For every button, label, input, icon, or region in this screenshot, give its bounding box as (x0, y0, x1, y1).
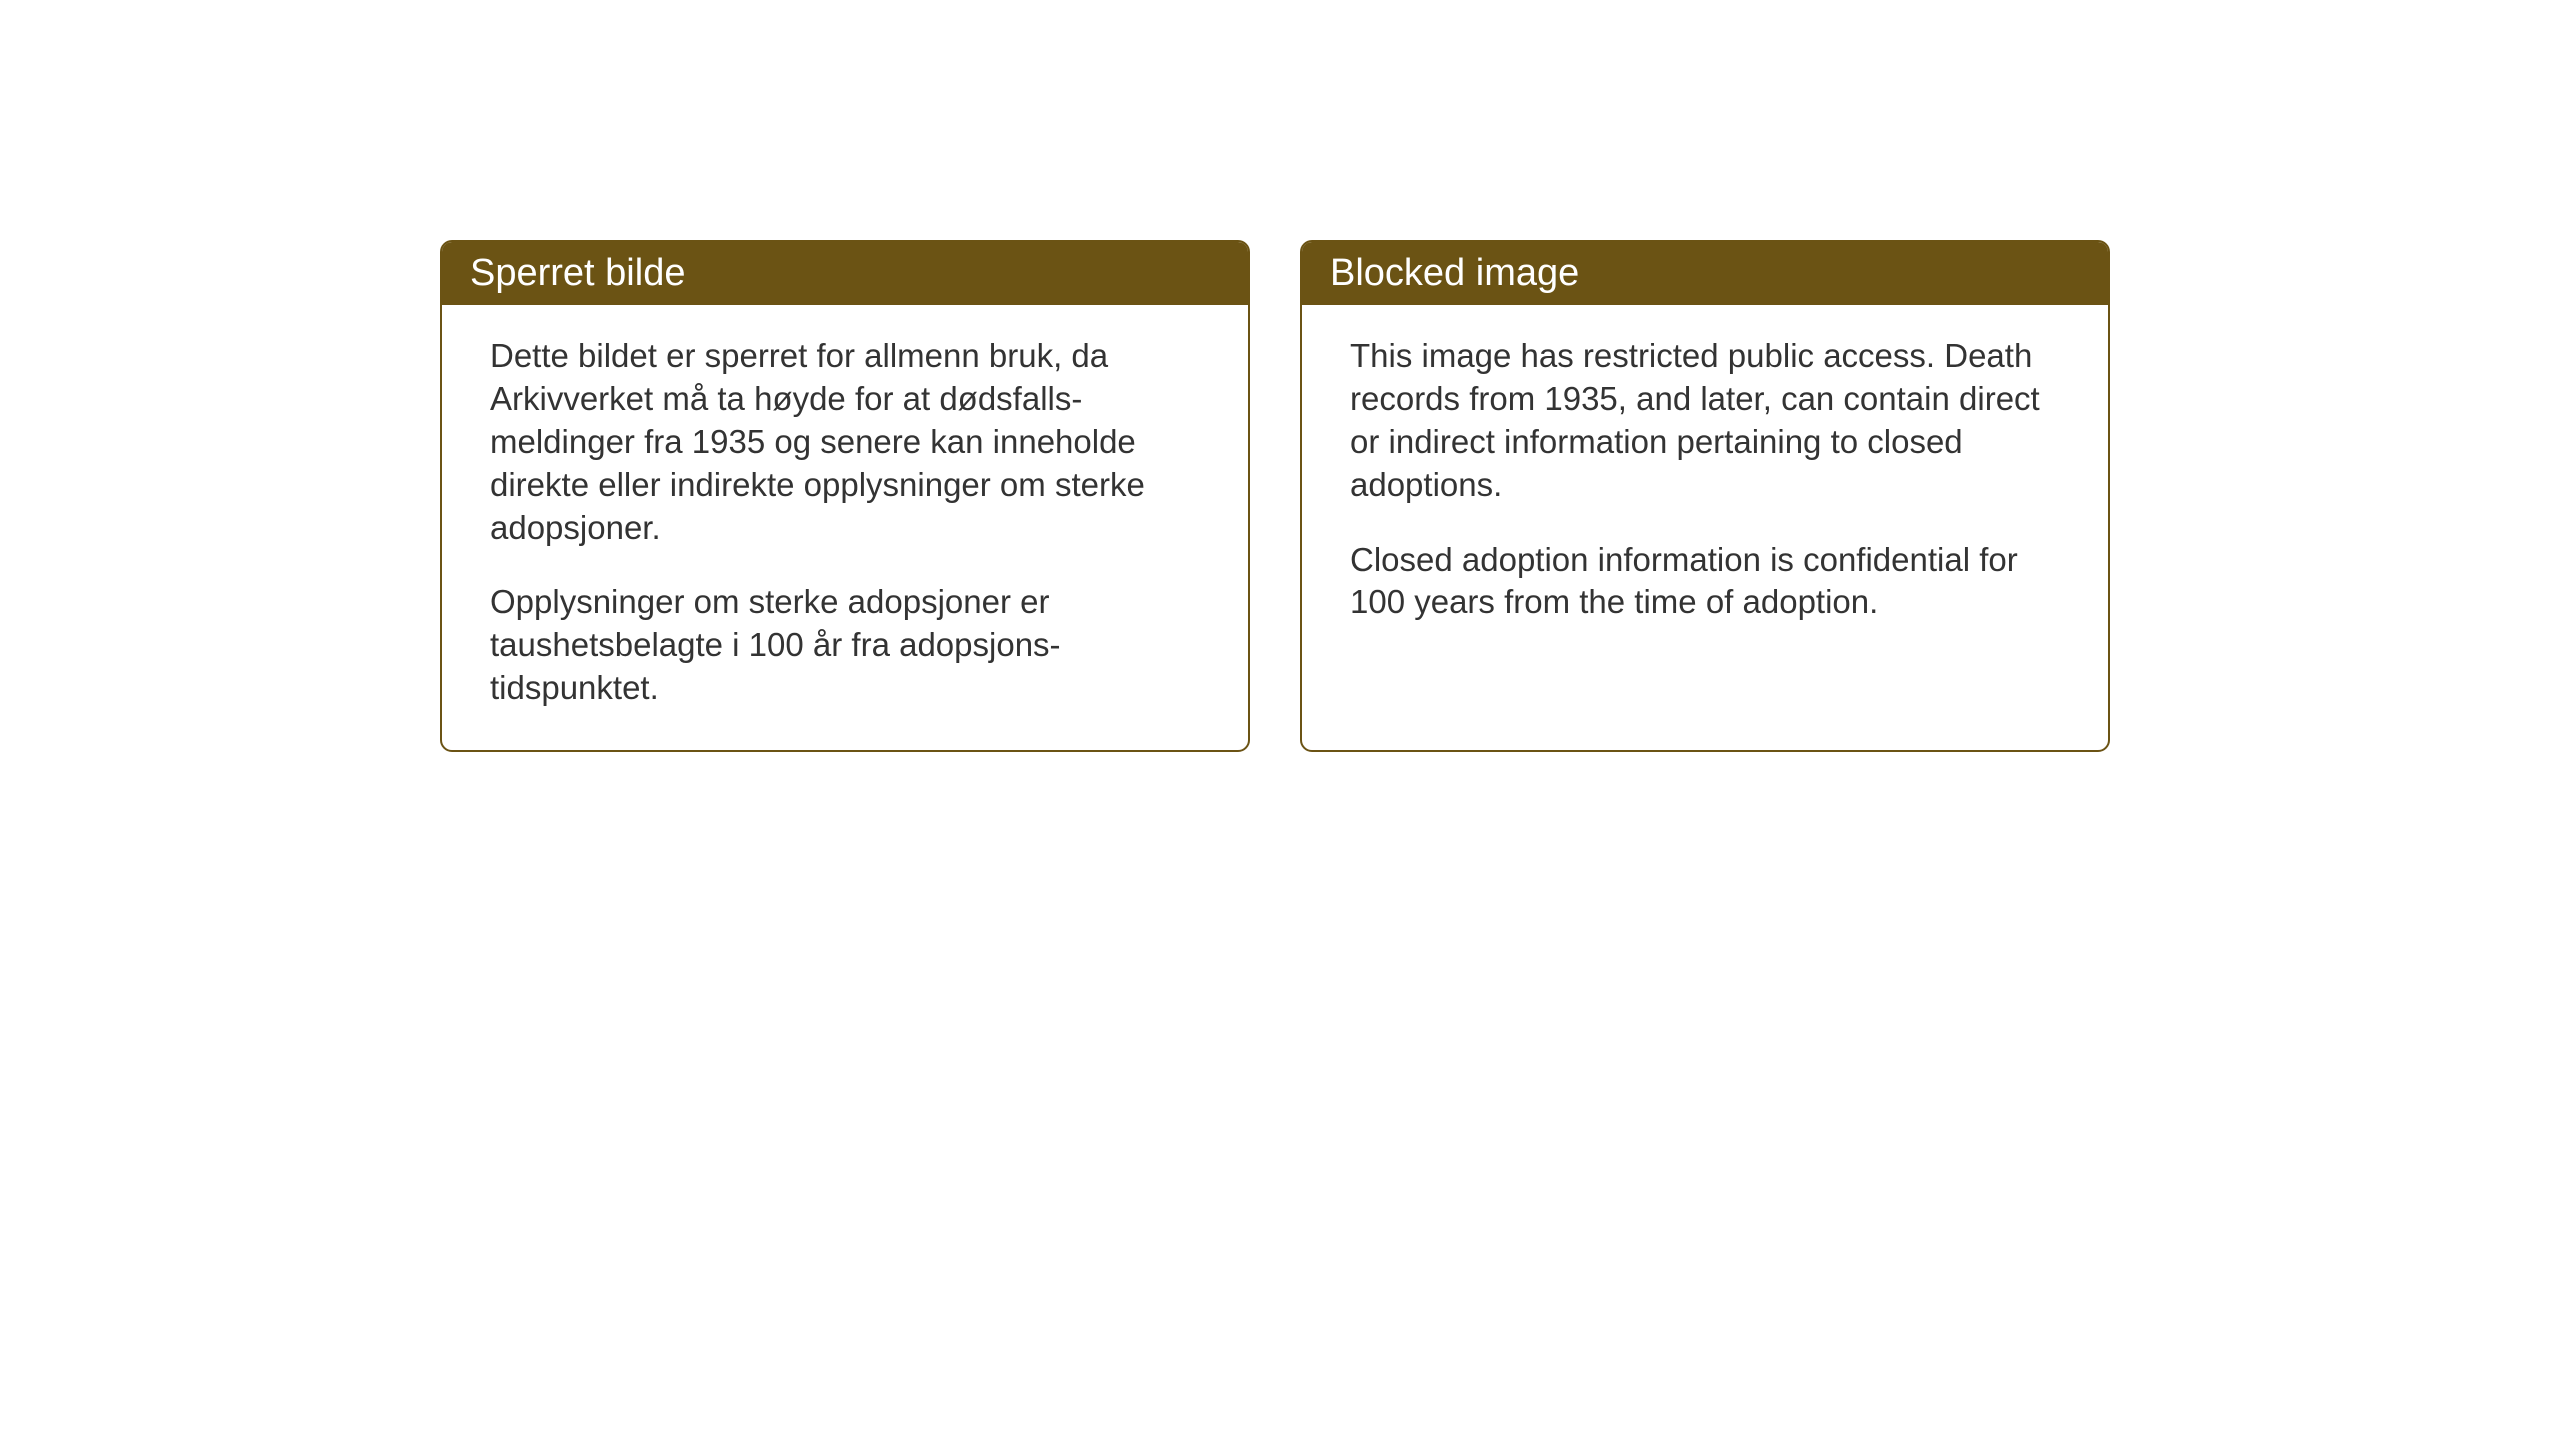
norwegian-card: Sperret bilde Dette bildet er sperret fo… (440, 240, 1250, 752)
english-card-body: This image has restricted public access.… (1302, 305, 2108, 664)
norwegian-card-body: Dette bildet er sperret for allmenn bruk… (442, 305, 1248, 750)
norwegian-paragraph-2: Opplysninger om sterke adopsjoner er tau… (490, 581, 1200, 710)
english-card-title: Blocked image (1302, 242, 2108, 305)
english-paragraph-1: This image has restricted public access.… (1350, 335, 2060, 507)
cards-container: Sperret bilde Dette bildet er sperret fo… (440, 240, 2110, 752)
english-paragraph-2: Closed adoption information is confident… (1350, 539, 2060, 625)
norwegian-card-title: Sperret bilde (442, 242, 1248, 305)
english-card: Blocked image This image has restricted … (1300, 240, 2110, 752)
norwegian-paragraph-1: Dette bildet er sperret for allmenn bruk… (490, 335, 1200, 549)
